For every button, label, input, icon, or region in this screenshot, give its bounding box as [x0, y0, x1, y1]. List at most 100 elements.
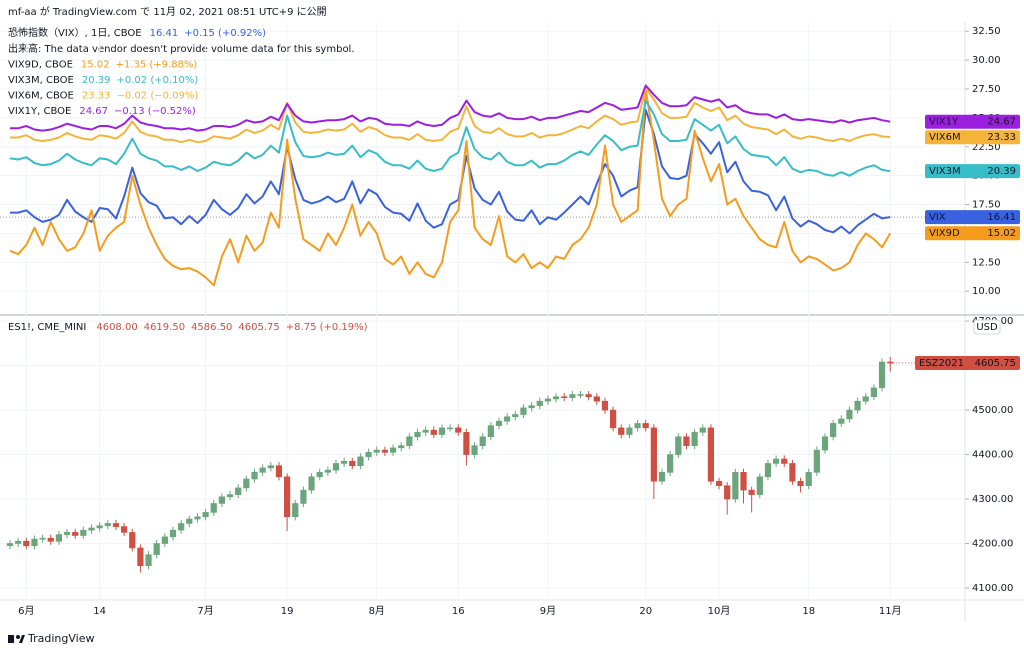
candle-body: [675, 436, 682, 455]
footer-brand: TradingView: [27, 632, 94, 645]
y-tick-label: 17.50: [972, 200, 1001, 211]
series-line: [10, 84, 891, 132]
legend-name: 恐怖指数（VIX）, 1日, CBOE: [8, 26, 142, 39]
candle-body: [267, 465, 274, 469]
legend-change: −0.13 (−0.52%): [114, 106, 196, 117]
y-tick-label: 32.50: [972, 26, 1001, 37]
candle-body: [438, 427, 446, 435]
candle-body: [226, 494, 234, 498]
candle-body: [536, 400, 543, 406]
candle-body: [561, 396, 568, 399]
candle-body: [667, 454, 674, 473]
price-label-box: [925, 130, 1020, 145]
legend-value: 20.39: [82, 75, 111, 86]
candle-body: [332, 463, 340, 471]
legend-value: 16.41: [150, 28, 179, 39]
candle-body: [699, 427, 706, 433]
candle-body: [479, 436, 486, 446]
series-line: [10, 108, 891, 235]
candle-body: [650, 427, 657, 482]
candle-body: [764, 463, 772, 478]
candle-body: [715, 480, 723, 486]
legend-change: +0.02 (+0.10%): [117, 75, 199, 86]
candle-body: [707, 427, 714, 482]
currency-label: USD: [976, 322, 998, 333]
legend-change: −0.02 (−0.09%): [117, 91, 199, 102]
candle-body: [455, 427, 462, 433]
candle-body: [406, 436, 413, 446]
candle-body: [308, 476, 315, 491]
x-tick-label: 20: [639, 606, 652, 617]
candle-body: [414, 432, 421, 438]
candle-body: [772, 458, 780, 464]
y-tick-label: 4100.00: [972, 583, 1013, 594]
candle-body: [112, 523, 120, 527]
candle-body: [202, 512, 209, 518]
x-tick-label: 11月: [879, 605, 902, 617]
x-tick-label: 18: [802, 606, 815, 617]
candle-body: [691, 432, 698, 446]
candle-body: [72, 532, 79, 536]
y-tick-label: 4400.00: [972, 450, 1013, 461]
y-tick-label: 12.50: [972, 257, 1001, 268]
candle-body: [520, 407, 527, 415]
candle-body: [512, 414, 519, 418]
candle-body: [862, 396, 869, 402]
price-label-value: 4605.75: [975, 358, 1016, 369]
candle-body: [194, 516, 201, 520]
legend-symbol: ES1!, CME_MINI: [8, 322, 86, 333]
x-tick-label: 10月: [708, 605, 731, 617]
candle-body: [830, 423, 837, 438]
legend-open: 4608.00: [96, 322, 137, 333]
price-label-name: VIX9D: [929, 228, 960, 239]
legend-change: +8.75 (+0.19%): [286, 322, 368, 333]
price-label-name: VIX3M: [929, 166, 961, 177]
candle-body: [381, 449, 389, 453]
candle-body: [145, 554, 152, 567]
candle-body: [748, 489, 755, 495]
x-tick-label: 19: [281, 606, 294, 617]
price-label-box: [925, 164, 1020, 179]
price-label-value: 15.02: [987, 228, 1016, 239]
candle-body: [137, 547, 144, 567]
legend-value: 23.33: [82, 91, 111, 102]
legend-entry: ES1!, CME_MINI 4608.00 4619.50 4586.50 4605.…: [8, 322, 368, 333]
candle-body: [658, 472, 666, 482]
series-line: [10, 86, 891, 144]
candle-body: [88, 527, 95, 531]
candle-body: [683, 436, 690, 446]
candle-body: [243, 478, 250, 489]
candle-body: [430, 429, 437, 435]
candle-body: [6, 543, 14, 547]
candle-body: [251, 472, 258, 480]
candle-body: [121, 526, 128, 533]
currency-box: [973, 319, 1001, 335]
candle-body: [178, 523, 185, 531]
candle-body: [781, 458, 788, 464]
legend-entry: VIX3M, CBOE 20.39 +0.02 (+0.10%): [8, 75, 198, 86]
x-tick-label: 8月: [369, 605, 385, 617]
x-tick-label: 14: [93, 606, 106, 617]
candle-body: [618, 427, 625, 435]
candle-body: [104, 523, 111, 527]
candle-body: [210, 503, 217, 513]
grid: [0, 22, 965, 600]
candle-body: [846, 409, 853, 420]
candle-body: [544, 398, 551, 402]
legend-change: +0.15 (+0.92%): [184, 28, 266, 39]
candle-body: [626, 427, 633, 435]
x-tick-label: 6月: [18, 605, 34, 617]
series-line: [9, 99, 891, 177]
candle-body: [300, 489, 307, 504]
legend-name: VIX3M, CBOE: [8, 75, 74, 86]
y-tick-label: 4500.00: [972, 405, 1013, 416]
candle-body: [789, 463, 796, 482]
candle-body: [504, 416, 511, 422]
legend-name: VIX6M, CBOE: [8, 91, 74, 102]
candle-body: [495, 420, 503, 426]
price-label-value: 24.67: [987, 117, 1016, 128]
candle-body: [161, 536, 168, 544]
candle-body: [349, 460, 356, 466]
x-tick-label: 9月: [540, 605, 556, 617]
